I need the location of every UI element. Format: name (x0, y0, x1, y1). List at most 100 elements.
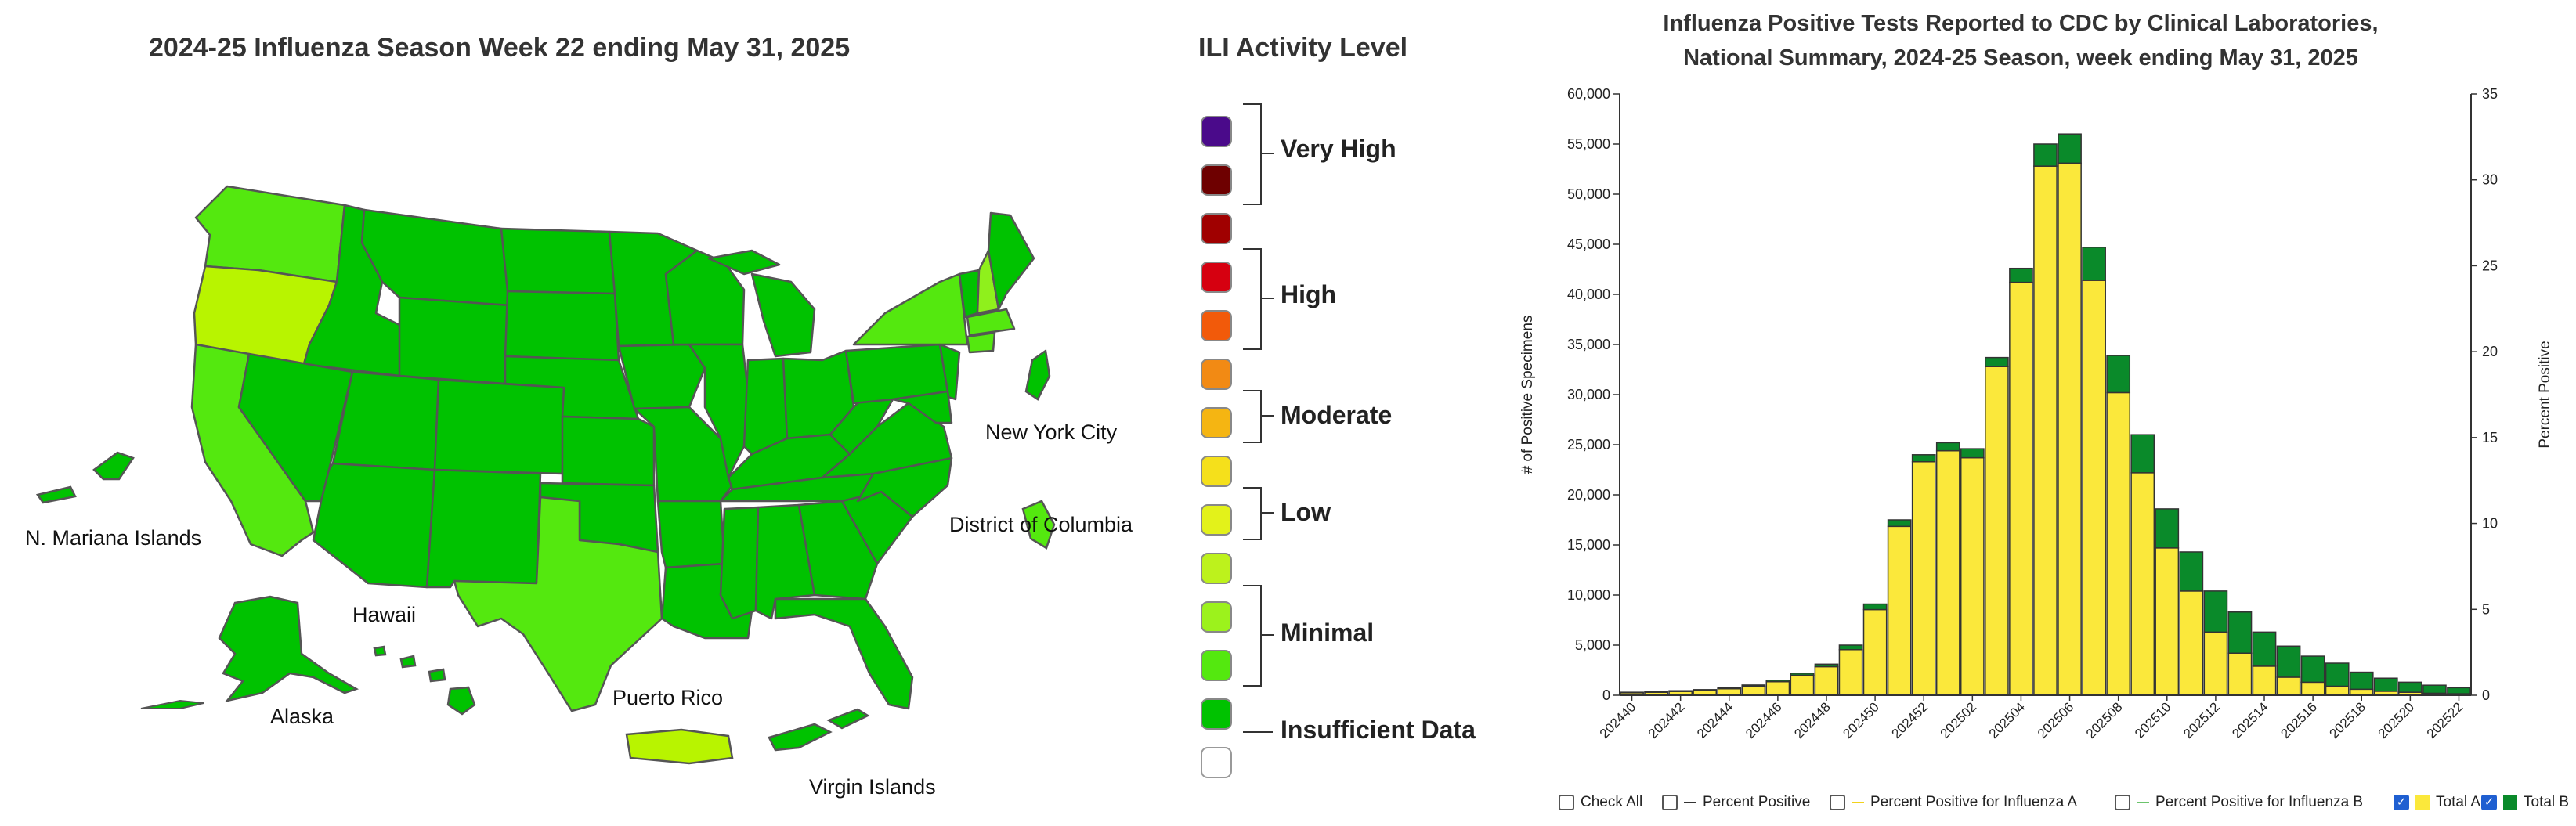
bar-total-a-202501 (1935, 449, 1960, 696)
bar-total-b-202447 (1790, 673, 1815, 676)
y-axis-label: # of Positive Specimens (1519, 316, 1536, 474)
state-michigan-up[interactable] (707, 249, 781, 276)
bar-total-b-202446 (1765, 680, 1790, 683)
state-iowa[interactable] (617, 343, 706, 410)
chart-title-line2: National Summary, 2024-25 Season, week e… (1683, 45, 2358, 70)
bar-total-b-202510 (2155, 508, 2180, 549)
puerto-rico[interactable] (625, 728, 734, 765)
state-connecticut[interactable] (966, 331, 996, 354)
total-a-toggle[interactable]: ✓ Total A (2394, 794, 2480, 811)
bar-total-b-202515 (2276, 645, 2301, 678)
state-maine[interactable] (987, 211, 1035, 311)
state-hawaii-big[interactable] (446, 686, 476, 716)
bar-total-b-202509 (2130, 434, 2155, 474)
state-arizona[interactable] (312, 462, 436, 589)
bar-total-b-202507 (2082, 247, 2106, 281)
total-b-toggle[interactable]: ✓ Total B (2481, 794, 2569, 811)
state-missouri[interactable] (633, 406, 734, 503)
y2-tick-label: 35 (2482, 86, 2498, 102)
state-colorado[interactable] (433, 378, 565, 475)
bar-total-b-202519 (2373, 677, 2398, 692)
y-tick-label: 50,000 (1567, 186, 1610, 202)
bar-total-b-202503 (1985, 356, 2009, 367)
bar-total-b-202452 (1911, 454, 1936, 463)
x-tick-label: 202440 (1597, 699, 1639, 741)
state-maryland[interactable] (891, 390, 953, 424)
dc-inset[interactable] (1021, 500, 1056, 550)
state-new-york[interactable] (852, 272, 969, 346)
check-all-toggle[interactable]: Check All (1559, 794, 1642, 811)
state-hawaii-oahu[interactable] (399, 655, 417, 669)
legend-swatch-9 (1201, 553, 1232, 584)
legend-swatch-4 (1201, 310, 1232, 341)
x-tick-label: 202518 (2327, 699, 2369, 741)
bar-total-a-202513 (2227, 652, 2253, 696)
mariana-islands-small[interactable] (35, 485, 77, 504)
bar-total-b-202512 (2203, 590, 2228, 633)
state-texas[interactable] (453, 496, 663, 712)
percent-positive-a-checkbox[interactable] (1830, 795, 1845, 810)
state-wyoming[interactable] (398, 296, 511, 385)
state-north-dakota[interactable] (500, 227, 616, 295)
mariana-islands[interactable] (92, 451, 135, 481)
virgin-islands-small[interactable] (826, 708, 870, 730)
state-mississippi[interactable] (719, 506, 760, 620)
y-tick-label: 55,000 (1567, 136, 1610, 152)
bar-total-a-202516 (2300, 681, 2325, 696)
chart-controls: Check All Percent Positive Percent Posit… (1559, 794, 2569, 817)
state-utah[interactable] (331, 370, 440, 471)
state-florida[interactable] (774, 597, 914, 710)
state-alaska[interactable] (218, 595, 359, 702)
x-tick-label: 202450 (1840, 699, 1882, 741)
bar-total-a-202504 (2009, 281, 2033, 696)
x-tick-label: 202522 (2424, 699, 2466, 741)
y-tick-label: 30,000 (1567, 387, 1610, 402)
state-massachusetts[interactable] (966, 308, 1016, 337)
state-new-jersey[interactable] (938, 343, 961, 401)
bar-total-b-202504 (2009, 267, 2033, 283)
percent-positive-checkbox[interactable] (1662, 795, 1678, 810)
bracket-tick-very-high (1260, 153, 1274, 154)
bar-total-b-202450 (1862, 603, 1888, 611)
bar-total-b-202441 (1644, 691, 1668, 693)
state-new-mexico[interactable] (425, 468, 542, 589)
percent-positive-b-checkbox[interactable] (2115, 795, 2130, 810)
nyc-inset[interactable] (1024, 348, 1051, 401)
virgin-islands-large[interactable] (768, 723, 833, 752)
state-hawaii-maui[interactable] (428, 668, 446, 683)
state-montana[interactable] (360, 208, 511, 307)
state-georgia[interactable] (797, 500, 879, 601)
y-tick-label: 35,000 (1567, 337, 1610, 352)
legend-swatch-8 (1201, 504, 1232, 536)
bracket-tick-moderate (1260, 415, 1274, 417)
state-south-dakota[interactable] (504, 290, 620, 362)
state-michigan[interactable] (750, 272, 816, 358)
state-kansas[interactable] (561, 415, 656, 487)
state-virginia[interactable] (821, 402, 953, 479)
percent-positive-line-icon (1684, 802, 1696, 803)
percent-positive-toggle[interactable]: Percent Positive (1662, 794, 1810, 811)
bar-total-a-202514 (2252, 665, 2277, 696)
bar-total-b-202514 (2252, 631, 2277, 667)
y2-tick-label: 10 (2482, 516, 2498, 532)
bar-total-a-202447 (1790, 674, 1815, 696)
total-a-checkbox[interactable]: ✓ (2394, 795, 2409, 810)
state-indiana[interactable] (742, 357, 789, 456)
label-n-mariana-islands: N. Mariana Islands (25, 526, 202, 550)
total-b-checkbox[interactable]: ✓ (2481, 795, 2497, 810)
percent-positive-a-toggle[interactable]: Percent Positive for Influenza A (1830, 794, 2077, 811)
bar-total-a-202450 (1862, 608, 1888, 696)
y2-tick-label: 20 (2482, 344, 2498, 359)
state-hawaii-kauai[interactable] (373, 645, 387, 657)
legend-very-high: Very High (1281, 135, 1396, 163)
label-hawaii: Hawaii (352, 603, 417, 626)
legend-swatch-10 (1201, 601, 1232, 633)
x-tick-label: 202502 (1938, 699, 1980, 741)
bar-total-a-202508 (2106, 391, 2131, 696)
check-all-checkbox[interactable] (1559, 795, 1574, 810)
bar-total-a-202511 (2179, 590, 2204, 696)
percent-positive-b-toggle[interactable]: Percent Positive for Influenza B (2115, 794, 2363, 811)
state-wisconsin[interactable] (664, 249, 746, 346)
x-tick-label: 202452 (1888, 699, 1931, 741)
state-arkansas[interactable] (656, 500, 726, 569)
